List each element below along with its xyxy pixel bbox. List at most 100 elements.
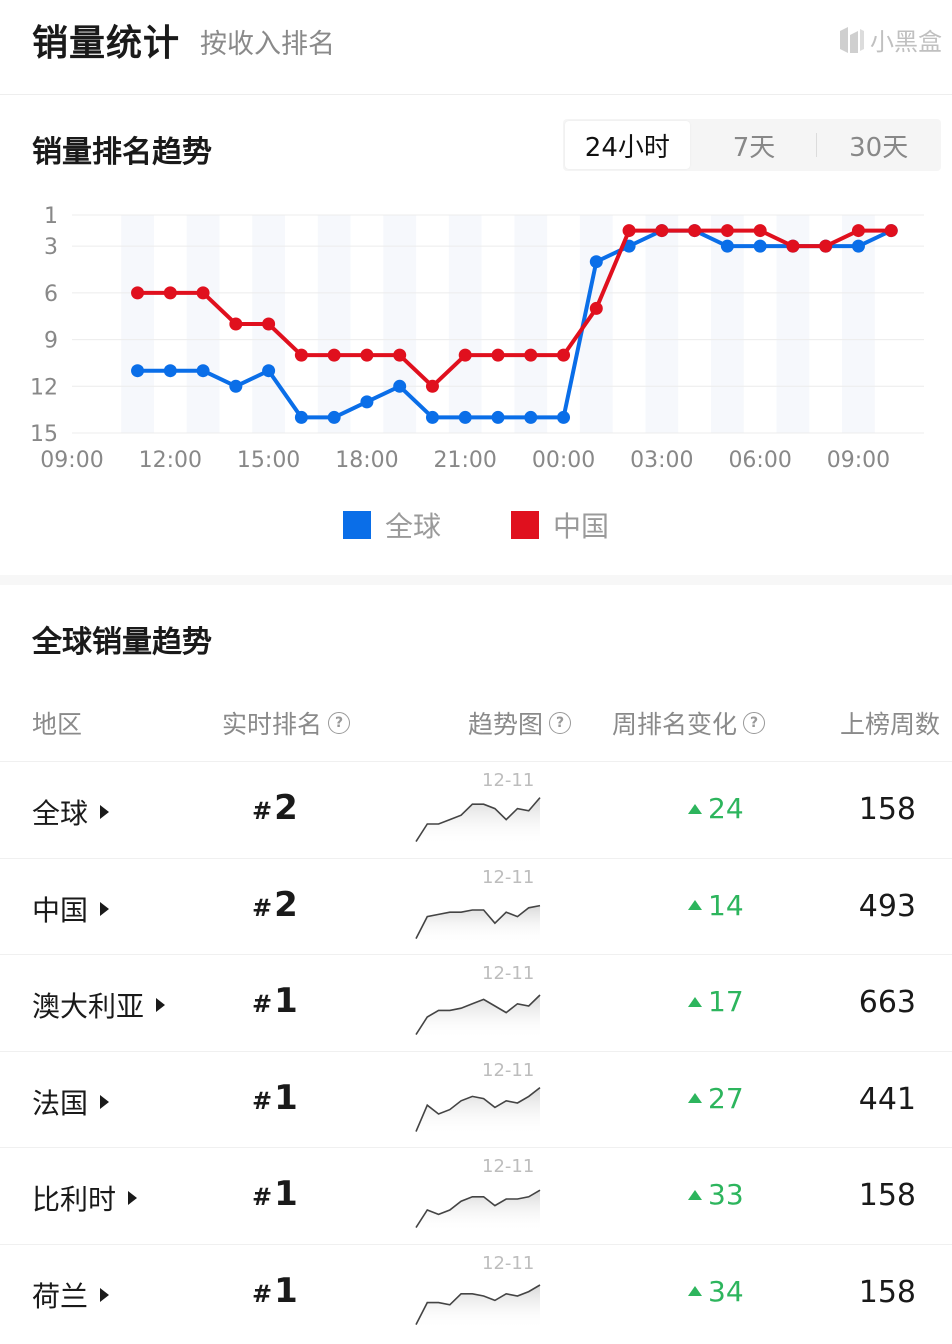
sparkline-line bbox=[415, 1283, 541, 1325]
tab-24h[interactable]: 24小时 bbox=[565, 121, 690, 169]
help-icon[interactable]: ? bbox=[549, 712, 572, 734]
table-row[interactable]: 荷兰 #1 12-11 34 158 bbox=[0, 1243, 952, 1341]
data-point bbox=[196, 286, 210, 300]
tab-7d[interactable]: 7天 bbox=[732, 132, 776, 163]
weekly-rank-change: 17 bbox=[688, 985, 744, 1018]
sparkline-date: 12-11 bbox=[482, 866, 535, 888]
x-tick-label: 18:00 bbox=[335, 448, 398, 473]
col-realtime-rank[interactable]: 实时排名? bbox=[222, 705, 351, 741]
table-row[interactable]: 中国 #2 12-11 14 493 bbox=[0, 857, 952, 955]
page-subtitle: 按收入排名 bbox=[200, 29, 335, 60]
section-divider bbox=[0, 575, 952, 585]
x-tick-label: 09:00 bbox=[827, 448, 890, 473]
data-point bbox=[851, 239, 865, 253]
region-name[interactable]: 澳大利亚 bbox=[32, 985, 166, 1025]
sparkline-chart bbox=[415, 797, 541, 846]
data-point bbox=[720, 224, 734, 238]
expand-arrow-icon[interactable] bbox=[100, 1094, 110, 1109]
x-tick-label: 12:00 bbox=[139, 448, 202, 473]
x-tick-label: 09:00 bbox=[40, 448, 103, 473]
data-point bbox=[458, 348, 472, 362]
weeks-on-chart: 158 bbox=[858, 1274, 916, 1310]
table-row[interactable]: 比利时 #1 12-11 33 158 bbox=[0, 1147, 952, 1244]
data-point bbox=[229, 379, 243, 393]
arrow-up-icon bbox=[688, 803, 702, 814]
sparkline-chart bbox=[415, 994, 541, 1039]
data-point bbox=[458, 410, 472, 424]
legend-swatch-china bbox=[511, 511, 539, 539]
expand-arrow-icon[interactable] bbox=[156, 998, 166, 1012]
data-point bbox=[262, 364, 276, 378]
col-trend[interactable]: 趋势图? bbox=[468, 705, 572, 741]
trend-sparkline: 12-11 bbox=[412, 1253, 544, 1335]
sparkline-chart bbox=[415, 1189, 541, 1232]
trend-sparkline: 12-11 bbox=[412, 770, 544, 852]
data-point bbox=[884, 224, 898, 238]
trend-sparkline: 12-11 bbox=[412, 1060, 544, 1142]
col-weeks-on-chart: 上榜周数 bbox=[839, 710, 940, 739]
weeks-on-chart: 493 bbox=[858, 888, 916, 924]
help-icon[interactable]: ? bbox=[328, 712, 351, 734]
table-row[interactable]: 全球 #2 12-11 24 158 bbox=[0, 761, 952, 858]
weeks-on-chart: 158 bbox=[858, 792, 916, 827]
weeks-on-chart: 158 bbox=[858, 1178, 916, 1213]
x-tick-label: 06:00 bbox=[728, 448, 791, 473]
sparkline-area bbox=[416, 1284, 540, 1329]
help-icon[interactable]: ? bbox=[743, 712, 766, 734]
data-point bbox=[327, 348, 341, 362]
data-point bbox=[163, 364, 177, 378]
col-region: 地区 bbox=[32, 710, 83, 739]
expand-arrow-icon[interactable] bbox=[128, 1191, 138, 1205]
arrow-up-icon bbox=[688, 1093, 702, 1103]
weeks-on-chart: 441 bbox=[858, 1081, 916, 1117]
expand-arrow-icon[interactable] bbox=[100, 1287, 110, 1302]
legend-item-china[interactable]: 中国 bbox=[511, 505, 609, 545]
legend-item-global[interactable]: 全球 bbox=[342, 505, 441, 545]
region-name[interactable]: 全球 bbox=[32, 792, 110, 832]
heybox-logo-icon bbox=[840, 26, 864, 53]
y-tick-label: 12 bbox=[30, 375, 58, 400]
data-point bbox=[491, 348, 505, 362]
legend-swatch-global bbox=[342, 511, 371, 539]
table-row[interactable]: 法国 #1 12-11 27 441 bbox=[0, 1050, 952, 1148]
expand-arrow-icon[interactable] bbox=[100, 805, 110, 819]
x-tick-label: 21:00 bbox=[434, 448, 497, 473]
table-row[interactable]: 澳大利亚 #1 12-11 17 663 bbox=[0, 954, 952, 1051]
expand-arrow-icon[interactable] bbox=[100, 901, 110, 916]
data-point bbox=[491, 410, 505, 424]
weeks-on-chart: 663 bbox=[858, 985, 916, 1020]
sparkline-chart bbox=[415, 904, 541, 943]
region-name[interactable]: 比利时 bbox=[32, 1178, 138, 1218]
time-range-tabs: 24小时 7天 30天 bbox=[563, 119, 941, 171]
data-point bbox=[294, 348, 308, 362]
sparkline-date: 12-11 bbox=[482, 1156, 535, 1177]
sparkline-line bbox=[415, 1189, 541, 1229]
region-name[interactable]: 中国 bbox=[32, 889, 110, 929]
data-point bbox=[557, 348, 571, 362]
brand-name: 小黑盒 bbox=[870, 28, 942, 56]
realtime-rank: #2 bbox=[252, 884, 298, 925]
data-point bbox=[589, 301, 603, 315]
col-weekly-change[interactable]: 周排名变化? bbox=[612, 705, 766, 741]
sparkline-date: 12-11 bbox=[482, 963, 535, 984]
trend-sparkline: 12-11 bbox=[412, 1156, 544, 1238]
data-point bbox=[196, 364, 210, 378]
page-header: 销量统计 按收入排名 小黑盒 bbox=[0, 0, 952, 95]
data-point bbox=[622, 224, 636, 238]
arrow-up-icon bbox=[688, 1286, 702, 1296]
sparkline-area bbox=[416, 797, 540, 846]
region-name[interactable]: 荷兰 bbox=[32, 1275, 110, 1315]
data-point bbox=[425, 379, 439, 393]
tab-30d[interactable]: 30天 bbox=[816, 119, 941, 171]
data-point bbox=[229, 317, 243, 331]
arrow-up-icon bbox=[688, 1189, 702, 1200]
sparkline-line bbox=[415, 904, 541, 939]
rank-trend-section: 销量排名趋势 24小时 7天 30天 1 3 6 9 12 15 09:00 12:00 15:… bbox=[0, 95, 952, 575]
data-point bbox=[557, 410, 571, 424]
data-point bbox=[655, 224, 669, 238]
region-name[interactable]: 法国 bbox=[32, 1082, 110, 1122]
table-header: 地区 实时排名? 趋势图? 周排名变化? 上榜周数 bbox=[0, 705, 952, 745]
realtime-rank: #1 bbox=[252, 1174, 298, 1214]
data-point bbox=[524, 348, 538, 362]
